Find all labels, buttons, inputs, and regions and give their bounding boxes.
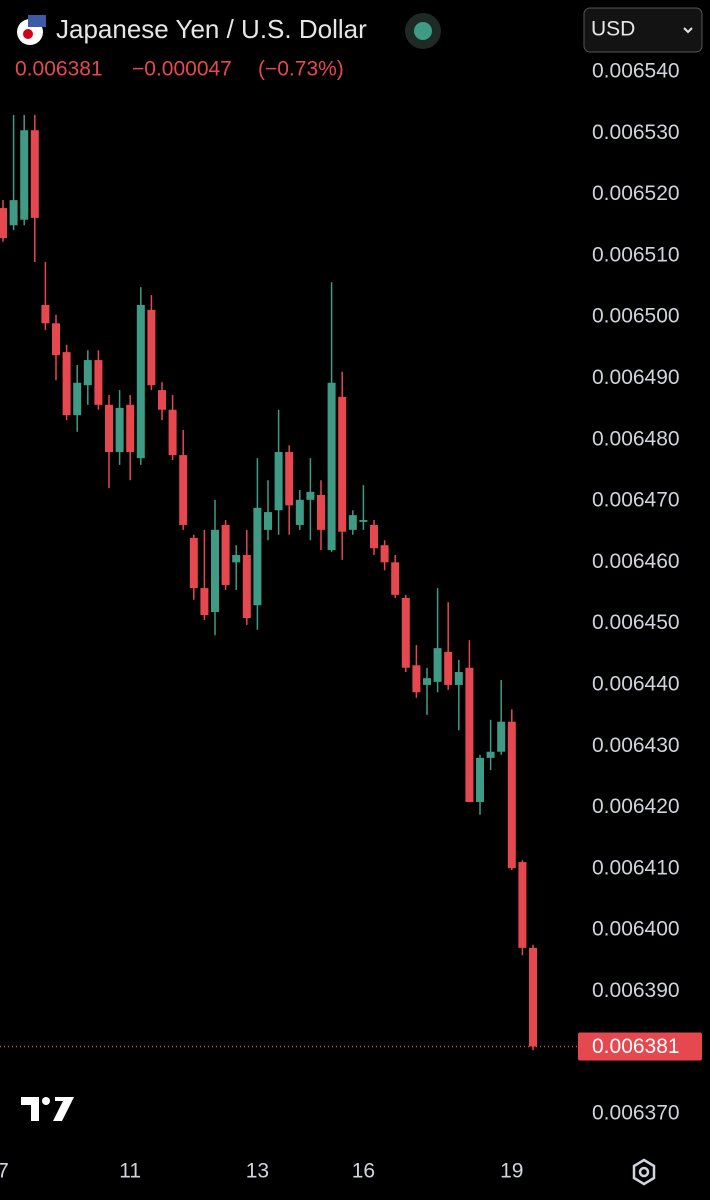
candle-body — [62, 352, 71, 416]
candle-body — [242, 554, 251, 619]
candle-body — [30, 130, 39, 218]
candle-body — [401, 597, 410, 668]
candle-body — [370, 524, 378, 549]
y-tick-label: 0.006410 — [592, 856, 680, 879]
y-tick-label: 0.006480 — [592, 427, 680, 450]
x-tick-label: 7 — [0, 1160, 9, 1183]
candle-body — [179, 455, 188, 525]
y-tick-label: 0.006430 — [592, 734, 680, 757]
candle-body — [189, 537, 198, 589]
candle-body — [158, 390, 166, 410]
y-tick-label: 0.006400 — [592, 918, 680, 941]
currency-select[interactable] — [583, 7, 703, 53]
settings-hex[interactable] — [632, 1158, 656, 1186]
candle-body — [529, 947, 537, 1047]
symbol-title: Japanese Yen / U.S. Dollar — [56, 14, 367, 44]
candle-body — [83, 360, 92, 386]
candle-body — [454, 672, 463, 685]
x-tick-label: 19 — [500, 1160, 523, 1183]
candle-body — [497, 721, 506, 752]
candle-body — [295, 499, 304, 525]
candle-body — [507, 721, 516, 869]
y-tick-label: 0.006390 — [592, 979, 680, 1002]
x-tick-label: 16 — [352, 1160, 375, 1183]
candle-body — [412, 665, 421, 693]
candle-body — [9, 200, 18, 226]
candle-body — [264, 512, 272, 530]
candle-body — [232, 554, 241, 563]
candle-body — [359, 520, 368, 522]
candle-body — [147, 309, 156, 386]
candle-body — [20, 130, 29, 220]
candle-body — [200, 588, 209, 616]
candle-body — [285, 452, 294, 506]
y-tick-label: 0.006540 — [592, 60, 680, 83]
candle-body — [518, 862, 527, 948]
candle-body — [41, 304, 50, 324]
us-flag — [28, 15, 46, 27]
y-tick-label: 0.006420 — [592, 795, 680, 818]
candle-body — [136, 304, 145, 459]
candle-body — [338, 396, 347, 532]
x-tick-label: 13 — [246, 1160, 269, 1183]
y-tick-label: 0.006500 — [592, 305, 680, 328]
candle-body — [221, 524, 230, 586]
candle-body — [433, 648, 442, 682]
candle-body — [211, 529, 219, 612]
y-tick-label: 0.006520 — [592, 182, 680, 205]
tv-logo — [21, 1097, 74, 1121]
candle-body — [253, 507, 262, 606]
settings-icon[interactable] — [632, 1158, 656, 1186]
candle-body — [327, 382, 336, 551]
y-tick-label: 0.006450 — [592, 611, 680, 634]
candle-body — [306, 491, 315, 500]
y-tick-label: 0.006440 — [592, 672, 680, 695]
last-price: 0.006381 — [15, 58, 103, 81]
plot-area: 0.006540 0.006530 0.006520 0.006510 0.006500… — [0, 60, 702, 1183]
y-tick-label: 0.006460 — [592, 550, 680, 573]
candle-body — [94, 360, 103, 405]
candle-body — [423, 678, 431, 685]
candle-body — [0, 208, 7, 239]
candle-body — [486, 751, 495, 758]
candle-body — [465, 667, 474, 802]
candle-body — [126, 404, 135, 453]
price-change-percent: (−0.73%) — [258, 58, 344, 81]
settings-center[interactable] — [638, 1166, 650, 1178]
candle-body — [73, 382, 82, 416]
candle-body — [168, 409, 177, 456]
candle-body — [115, 407, 124, 453]
dropdown-arrow[interactable] — [683, 27, 693, 34]
candle-body — [348, 515, 357, 530]
y-tick-label: 0.006370 — [592, 1102, 680, 1125]
y-tick-label: 0.006510 — [592, 243, 680, 266]
x-tick-label: 11 — [119, 1160, 141, 1183]
candle-body — [317, 494, 325, 530]
candle-body — [444, 651, 453, 685]
candle-body — [391, 562, 400, 595]
y-tick-label: 0.006530 — [592, 121, 680, 144]
candle-body — [380, 545, 389, 563]
flag-dot — [23, 29, 33, 39]
candle-body — [105, 404, 113, 453]
candle-body — [274, 452, 283, 511]
candle-body — [52, 323, 60, 356]
y-tick-label: 0.006470 — [592, 489, 680, 512]
currency-label[interactable]: USD — [591, 18, 635, 41]
last-price-tag — [578, 1032, 702, 1061]
y-tick-label: 0.006490 — [592, 366, 680, 389]
price-change: −0.000047 — [132, 58, 232, 81]
market-status — [414, 22, 432, 40]
last-price-label: 0.006381 — [592, 1035, 680, 1058]
candle-body — [476, 757, 484, 802]
